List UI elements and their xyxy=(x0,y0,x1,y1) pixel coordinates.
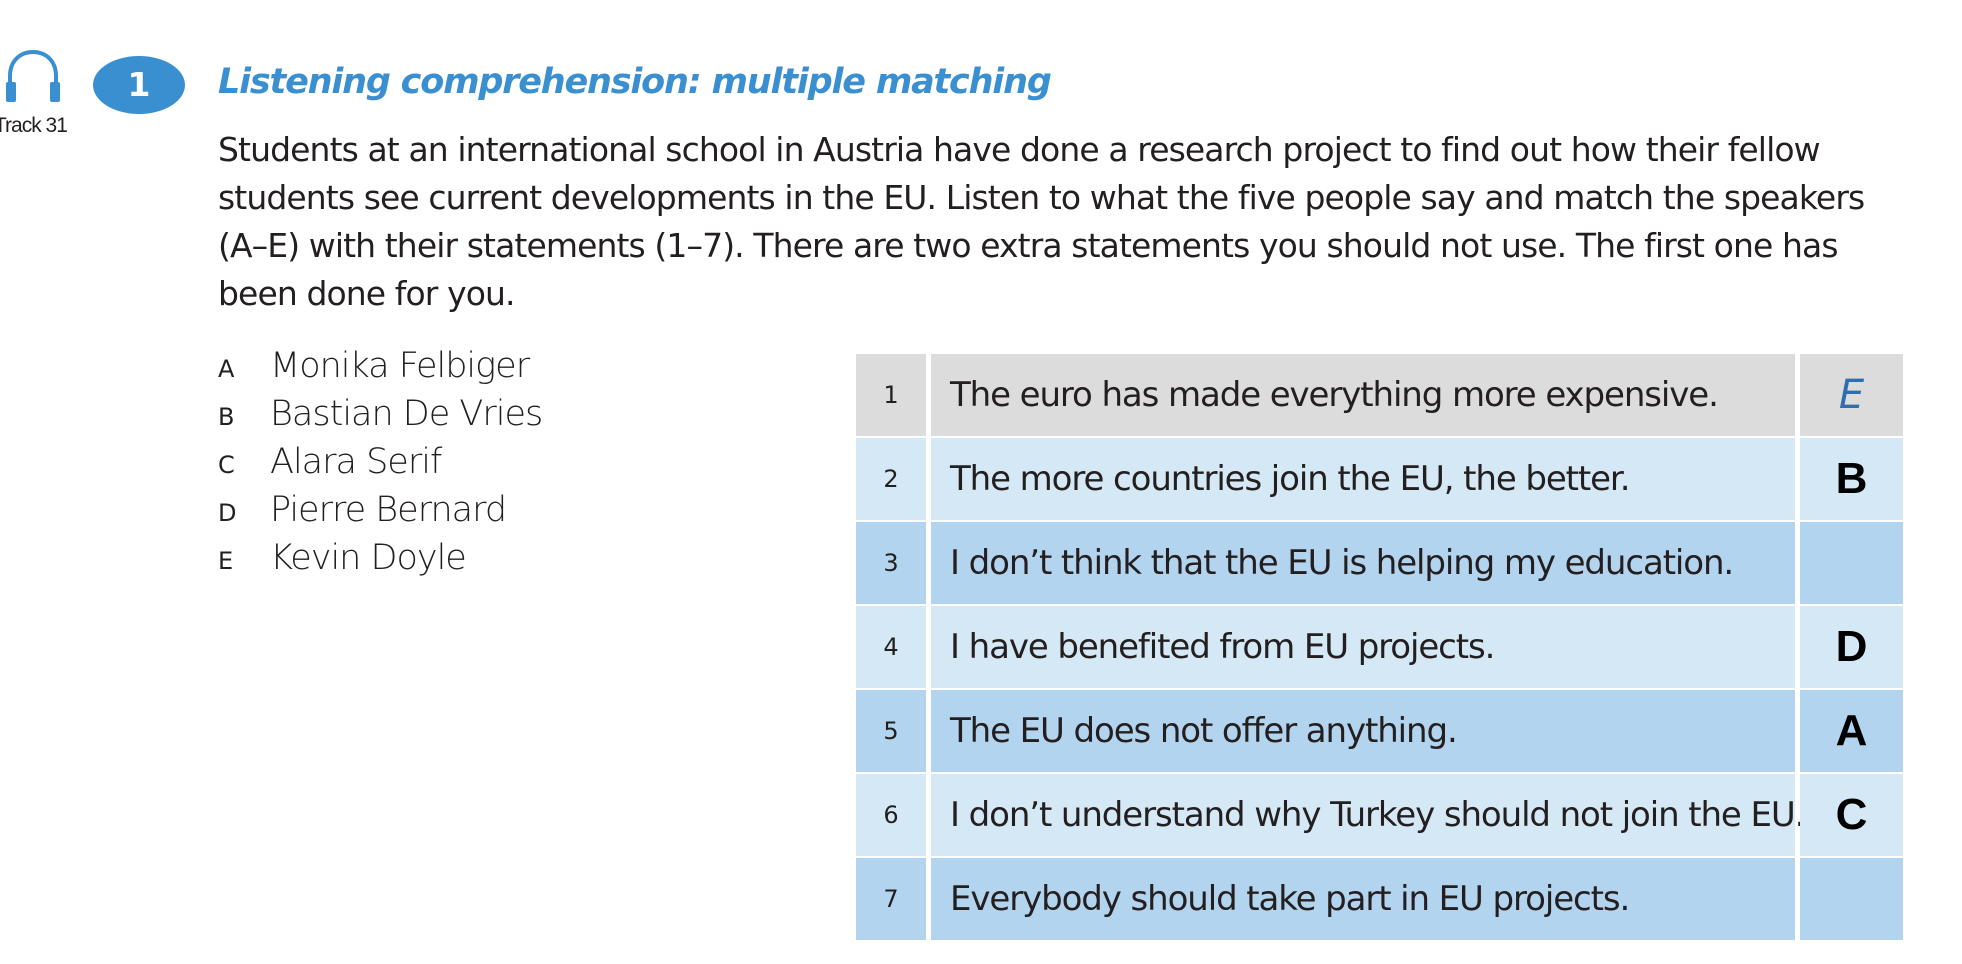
statement-row: 3 I don’t think that the EU is helping m… xyxy=(856,522,1903,604)
statement-number: 7 xyxy=(856,858,926,940)
statement-text: I don’t understand why Turkey should not… xyxy=(931,774,1805,856)
statement-number: 6 xyxy=(856,774,926,856)
speaker-name: Pierre Bernard xyxy=(270,490,507,530)
statement-number: 2 xyxy=(856,438,926,520)
statement-text: Everybody should take part in EU project… xyxy=(931,858,1795,940)
speaker-item: E Kevin Doyle xyxy=(218,538,542,586)
track-label: Track 31 xyxy=(0,114,68,137)
answer-box[interactable]: B xyxy=(1800,438,1903,520)
speaker-name: Bastian De Vries xyxy=(270,394,543,434)
speaker-item: D Pierre Bernard xyxy=(218,490,542,538)
statements-table: 1 The euro has made everything more expe… xyxy=(856,354,1903,940)
speaker-letter: A xyxy=(218,355,235,383)
speaker-letter: B xyxy=(218,403,235,431)
speaker-name: Alara Serif xyxy=(270,442,442,482)
speaker-letter: E xyxy=(218,547,234,575)
speaker-letter: D xyxy=(218,499,237,527)
statement-number: 3 xyxy=(856,522,926,604)
statement-number: 1 xyxy=(856,354,926,436)
statement-row: 7 Everybody should take part in EU proje… xyxy=(856,858,1903,940)
statement-row: 5 The EU does not offer anything. A xyxy=(856,690,1903,772)
statement-row: 6 I don’t understand why Turkey should n… xyxy=(856,774,1903,856)
statement-text: The EU does not offer anything. xyxy=(931,690,1795,772)
speaker-name: Kevin Doyle xyxy=(270,538,467,578)
answer-box[interactable]: C xyxy=(1800,774,1903,856)
speaker-letter: C xyxy=(218,451,235,479)
statement-text: The euro has made everything more expens… xyxy=(931,354,1795,436)
exercise-instructions: Students at an international school in A… xyxy=(218,130,1865,313)
speaker-list: A Monika Felbiger B Bastian De Vries C A… xyxy=(218,346,543,586)
exercise-title: Listening comprehension: multiple matchi… xyxy=(218,62,1052,102)
speaker-item: B Bastian De Vries xyxy=(218,394,543,442)
speaker-item: A Monika Felbiger xyxy=(218,346,542,394)
speaker-item: C Alara Serif xyxy=(218,442,542,490)
statement-text: The more countries join the EU, the bett… xyxy=(931,438,1795,520)
statement-row: 4 I have benefited from EU projects. D xyxy=(856,606,1903,688)
statement-number: 4 xyxy=(856,606,926,688)
statement-number: 5 xyxy=(856,690,926,772)
statement-row: 2 The more countries join the EU, the be… xyxy=(856,438,1903,520)
exercise-number-badge: 1 xyxy=(93,56,185,114)
answer-box[interactable]: D xyxy=(1800,606,1903,688)
answer-box[interactable] xyxy=(1800,522,1903,604)
answer-box[interactable]: A xyxy=(1800,690,1903,772)
speaker-name: Monika Felbiger xyxy=(270,346,530,386)
headphones-icon xyxy=(6,49,60,102)
answer-box[interactable] xyxy=(1800,858,1903,940)
example-answer: E xyxy=(1800,354,1903,436)
statement-row-example: 1 The euro has made everything more expe… xyxy=(856,354,1903,436)
statement-text: I have benefited from EU projects. xyxy=(931,606,1795,688)
statement-text: I don’t think that the EU is helping my … xyxy=(931,522,1795,604)
